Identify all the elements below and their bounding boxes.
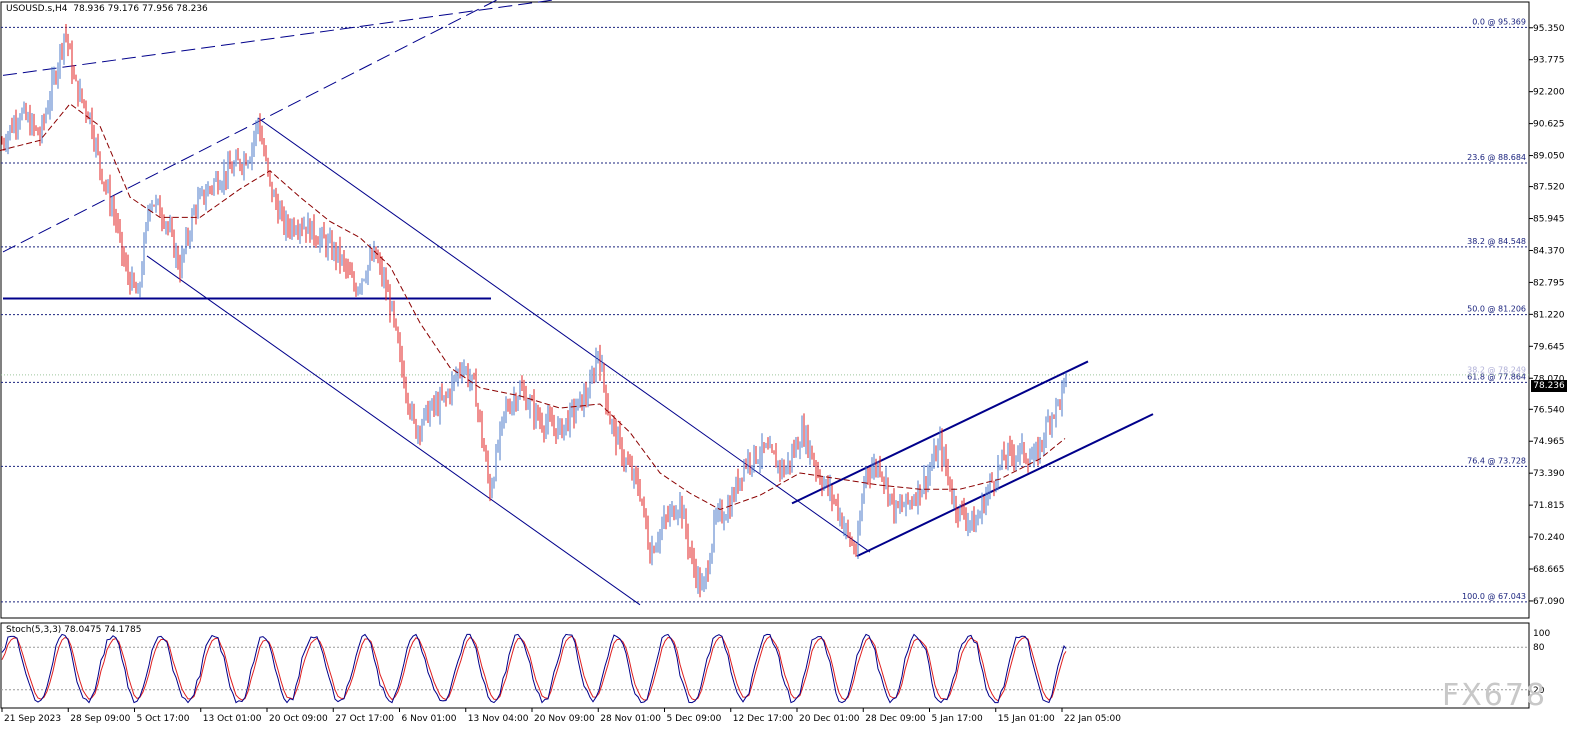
symbol-header: USOUSD.s,H4 78.936 79.176 77.956 78.236	[6, 4, 208, 14]
stochastic-header: Stoch(5,3,3) 78.0475 74.1785	[6, 625, 142, 635]
x-tick-label: 5 Oct 17:00	[137, 714, 190, 724]
y-tick-label: 74.965	[1533, 437, 1565, 447]
stoch-signal-line	[1, 635, 1067, 702]
y-tick-label: 89.050	[1533, 152, 1565, 162]
candles-group	[1, 24, 1067, 598]
y-tick-label: 85.945	[1533, 215, 1565, 225]
x-tick-label: 5 Jan 17:00	[932, 714, 984, 724]
x-tick-label: 20 Nov 09:00	[534, 714, 595, 724]
dashed-trendline-upper	[2, 0, 557, 76]
y-tick-label: 78.070	[1533, 374, 1565, 384]
fib-level-label: 23.6 @ 88.684	[1467, 153, 1526, 162]
moving-average-line	[0, 103, 1066, 511]
x-tick-label: 12 Dec 17:00	[733, 714, 794, 724]
fib-level-label: 50.0 @ 81.206	[1467, 305, 1526, 314]
x-tick-label: 6 Nov 01:00	[402, 714, 457, 724]
y-tick-label: 93.775	[1533, 56, 1565, 66]
x-tick-label: 27 Oct 17:00	[335, 714, 394, 724]
stoch-plot-frame	[0, 622, 1530, 709]
y-tick-label: 81.220	[1533, 310, 1565, 320]
descending-channel-lower	[146, 255, 641, 606]
stoch-axis-label: 100	[1533, 629, 1550, 639]
x-tick-label: 21 Sep 2023	[4, 714, 61, 724]
x-tick-label: 20 Oct 09:00	[269, 714, 328, 724]
y-tick-label: 82.795	[1533, 278, 1565, 288]
y-tick-label: 76.540	[1533, 405, 1565, 415]
x-tick-label: 5 Dec 09:00	[667, 714, 722, 724]
dashed-trendline-lower	[2, 0, 498, 253]
y-tick-label: 84.370	[1533, 246, 1565, 256]
descending-channel-upper	[257, 117, 871, 553]
main-plot-frame	[0, 1, 1530, 619]
x-tick-label: 15 Jan 01:00	[998, 714, 1055, 724]
y-tick-label: 95.350	[1533, 24, 1565, 34]
fib-level-label: 0.0 @ 95.369	[1472, 17, 1526, 26]
fib-level-label: 38.2 @ 84.548	[1467, 237, 1526, 246]
fib-overlap-label: 38.2 @ 78.249	[1467, 366, 1526, 375]
stoch-main-line	[1, 633, 1067, 704]
x-tick-label: 13 Nov 04:00	[468, 714, 529, 724]
fib-level-label: 61.8 @ 77.864	[1467, 372, 1526, 381]
x-tick-label: 28 Dec 09:00	[865, 714, 926, 724]
y-tick-label: 67.090	[1533, 597, 1565, 607]
y-tick-label: 90.625	[1533, 120, 1565, 130]
y-tick-label: 68.665	[1533, 565, 1565, 575]
y-tick-label: 92.200	[1533, 88, 1565, 98]
ascending-channel-lower	[856, 413, 1154, 558]
y-tick-label: 79.645	[1533, 342, 1565, 352]
fib-level-label: 76.4 @ 73.728	[1467, 456, 1526, 465]
y-tick-label: 70.240	[1533, 533, 1565, 543]
y-tick-label: 73.390	[1533, 469, 1565, 479]
fib-level-label: 100.0 @ 67.043	[1462, 592, 1526, 601]
stoch-axis-label: 20	[1533, 686, 1545, 696]
x-tick-label: 28 Sep 09:00	[70, 714, 130, 724]
watermark: FX678	[1442, 678, 1548, 713]
x-tick-label: 28 Nov 01:00	[600, 714, 661, 724]
x-tick-label: 20 Dec 01:00	[799, 714, 860, 724]
stoch-axis-label: 80	[1533, 643, 1545, 653]
x-tick-label: 13 Oct 01:00	[203, 714, 262, 724]
y-tick-label: 87.520	[1533, 183, 1565, 193]
x-tick-label: 22 Jan 05:00	[1064, 714, 1121, 724]
current-price-badge: 78.236	[1531, 380, 1567, 392]
y-tick-label: 71.815	[1533, 501, 1565, 511]
